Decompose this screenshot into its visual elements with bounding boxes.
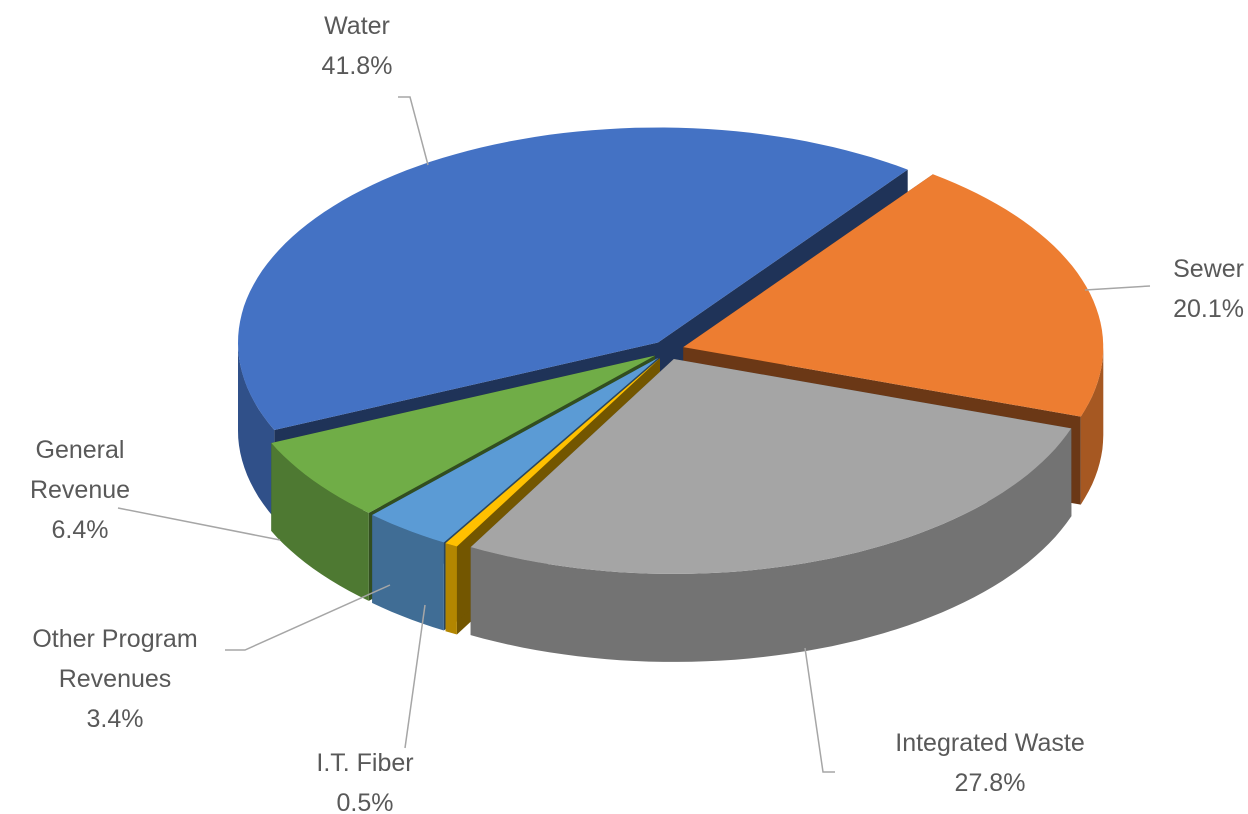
- data-label: General Revenue 6.4%: [15, 430, 145, 550]
- data-label: Other Program Revenues 3.4%: [5, 619, 225, 739]
- data-label: I.T. Fiber 0.5%: [265, 743, 465, 814]
- slice-wall: [1080, 347, 1104, 505]
- category-label: I.T. Fiber: [316, 749, 414, 777]
- value-label: 6.4%: [51, 516, 109, 544]
- leader-line: [1084, 285, 1151, 291]
- value-label: 20.1%: [1173, 295, 1244, 323]
- slice: [470, 359, 1072, 662]
- slice-wall: [271, 443, 369, 601]
- value-label: 3.4%: [86, 705, 144, 733]
- value-label: 27.8%: [954, 769, 1026, 797]
- leader-line: [225, 584, 391, 651]
- value-label: 0.5%: [336, 789, 394, 814]
- category-label: Other Program Revenues: [32, 625, 198, 693]
- category-label: Integrated Waste: [895, 729, 1085, 757]
- data-label: Sewer 20.1%: [1040, 249, 1244, 329]
- category-label: General Revenue: [29, 436, 131, 504]
- slice-top: [271, 355, 655, 513]
- leader-line: [117, 507, 281, 541]
- slice-wall: [445, 543, 457, 635]
- category-label: Sewer: [1173, 255, 1244, 283]
- slice-wall: [238, 342, 275, 518]
- data-label: Water 41.8%: [257, 6, 457, 86]
- slice-top: [683, 174, 1104, 417]
- category-label: Water: [324, 12, 390, 40]
- slice-top: [445, 358, 660, 547]
- leader-line: [404, 604, 426, 749]
- slice-top: [372, 357, 659, 543]
- leader-line: [398, 96, 429, 166]
- slice-top: [470, 359, 1072, 574]
- slice-top: [238, 127, 908, 430]
- leader-line: [804, 647, 835, 773]
- value-label: 41.8%: [321, 52, 393, 80]
- data-label: Integrated Waste 27.8%: [840, 723, 1140, 803]
- slice-wall: [470, 428, 1072, 662]
- slice-wall: [372, 515, 444, 631]
